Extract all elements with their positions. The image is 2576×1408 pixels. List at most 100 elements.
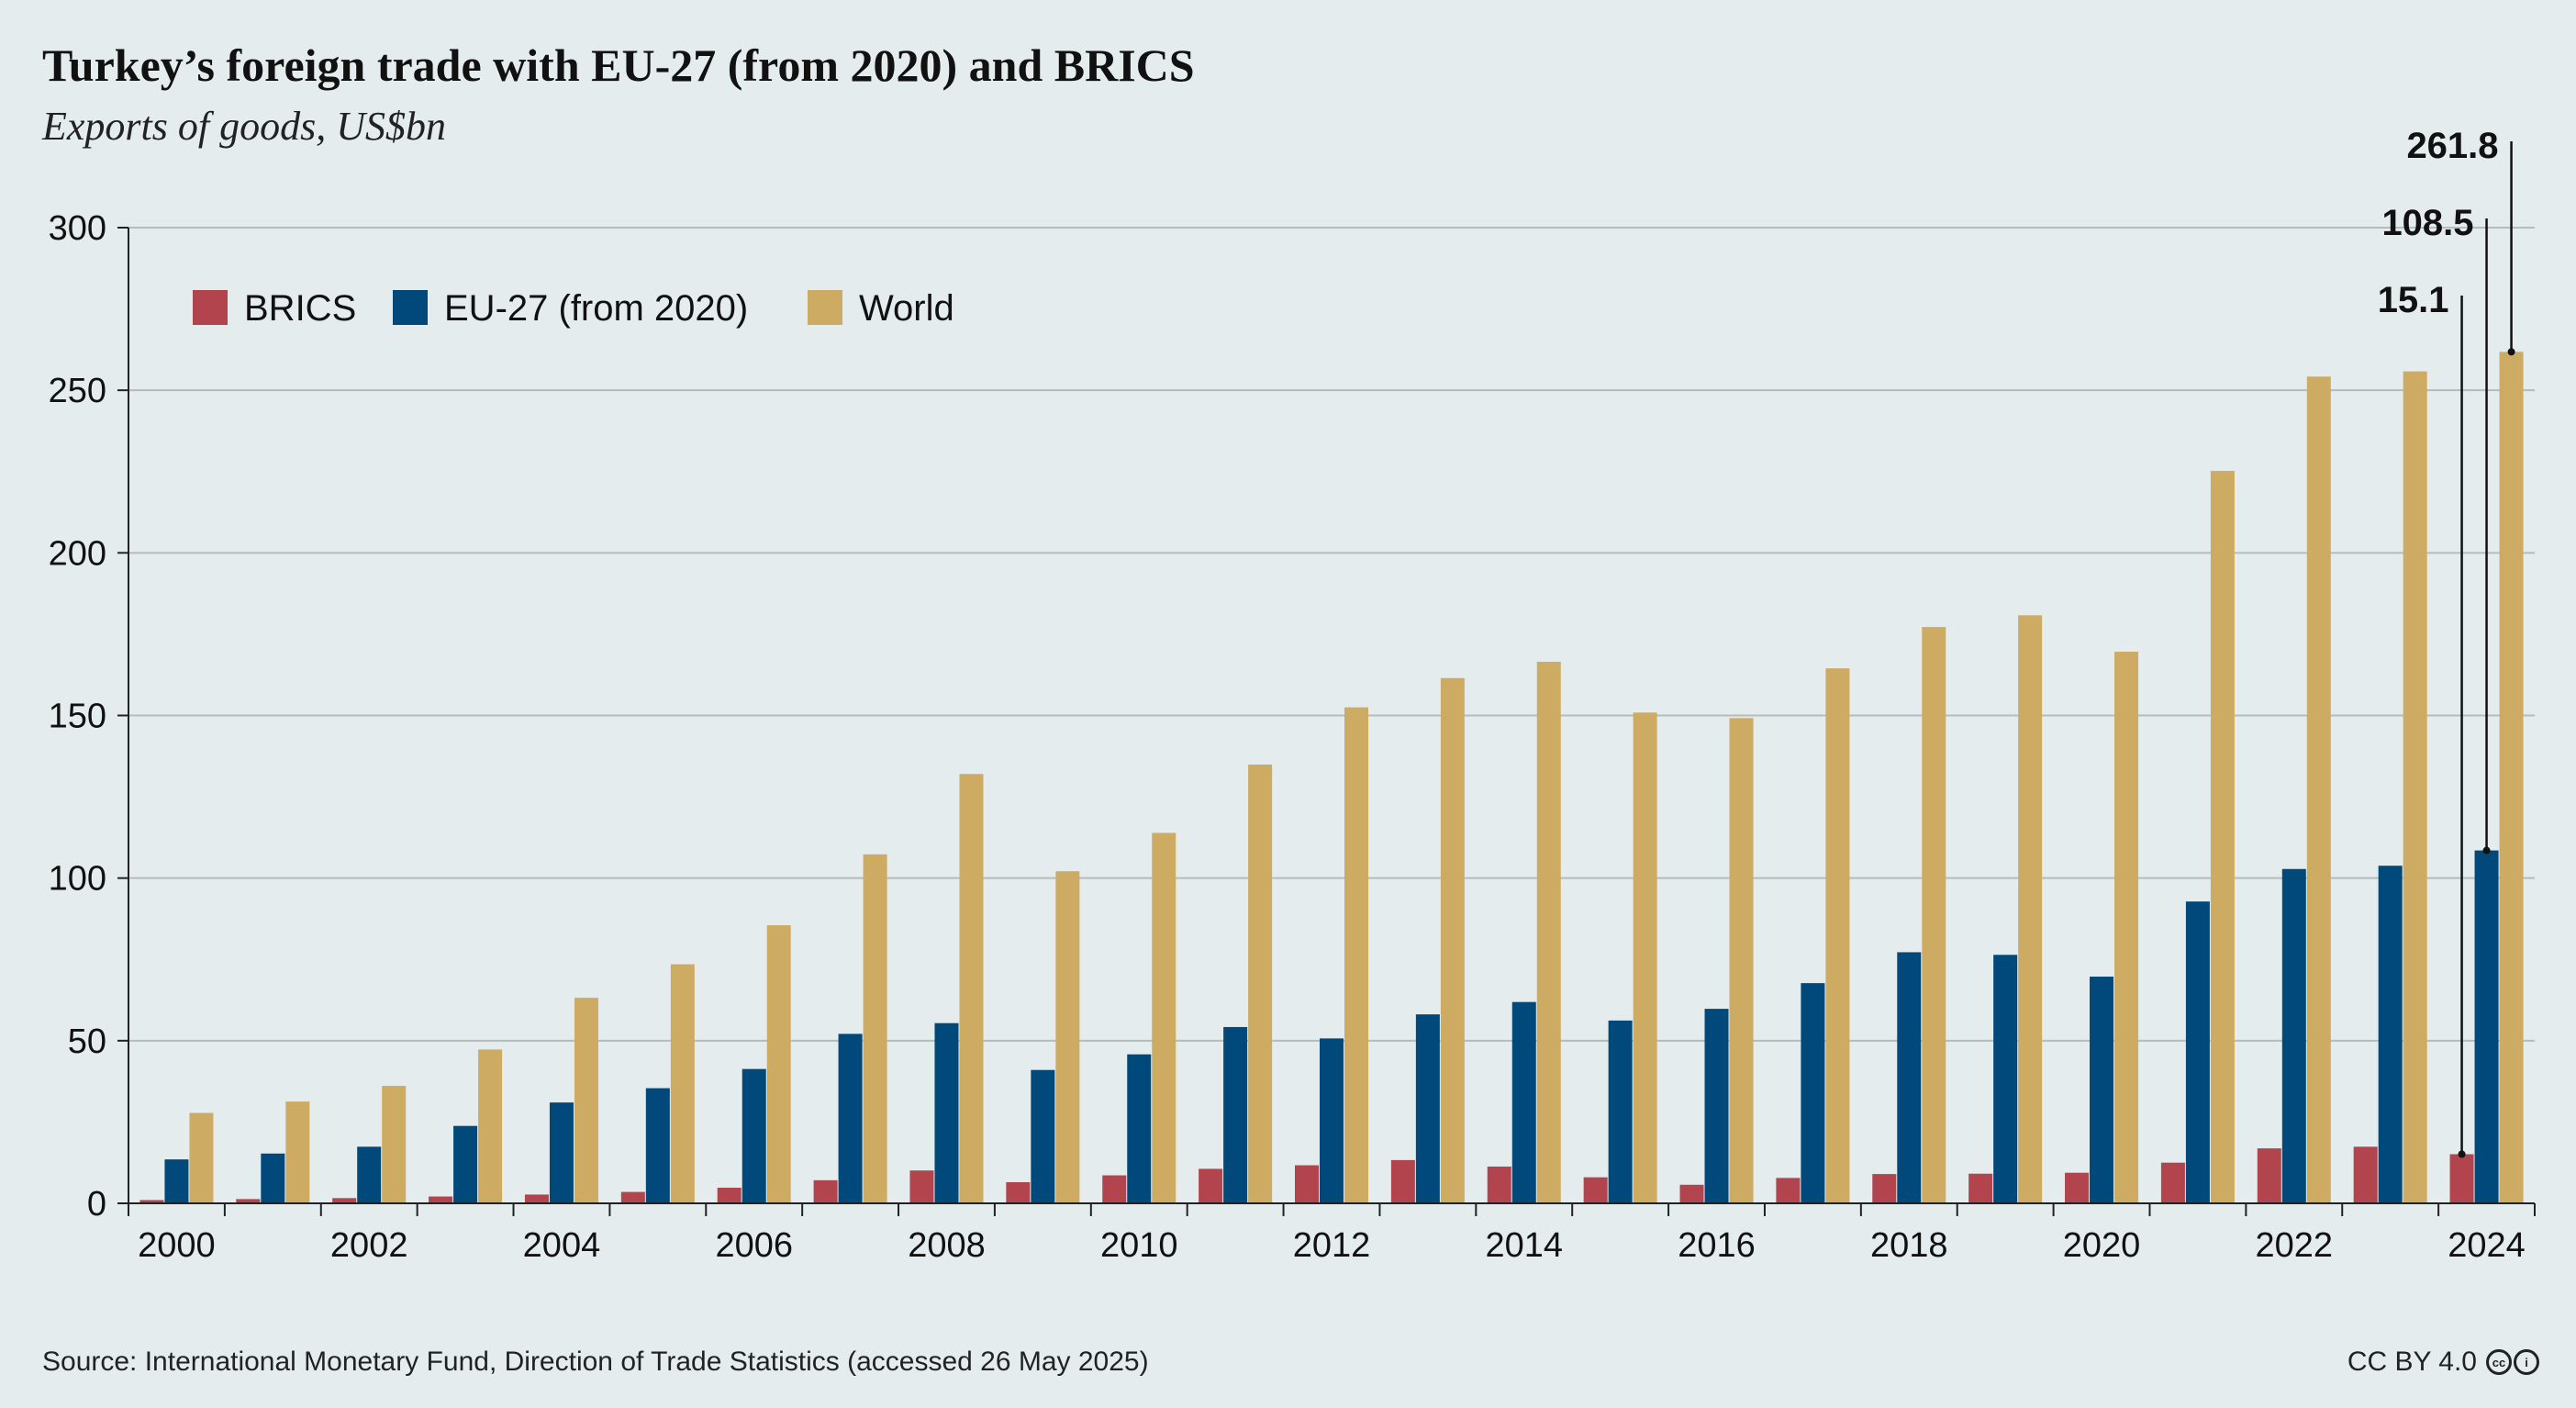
x-tick-label: 2012 (1293, 1226, 1371, 1265)
bar-eu-27-from-2020- (549, 1102, 574, 1203)
license: CC BY 4.0 cc i (2347, 1347, 2539, 1378)
x-tick-label: 2024 (2448, 1226, 2526, 1265)
bar-eu-27-from-2020- (2378, 866, 2403, 1203)
bar-eu-27-from-2020- (838, 1034, 863, 1203)
bar-world (2114, 652, 2139, 1203)
y-tick-label: 150 (49, 698, 106, 736)
bar-world (382, 1086, 407, 1203)
bar-brics (1390, 1159, 1415, 1203)
bar-brics (2065, 1172, 2090, 1203)
bar-world (2499, 352, 2524, 1203)
bar-eu-27-from-2020- (1897, 952, 1922, 1203)
y-tick-label: 50 (68, 1022, 106, 1061)
bar-world (1248, 765, 1273, 1203)
bar-brics (1583, 1177, 1608, 1203)
annotation-dot (2507, 348, 2515, 356)
y-tick-label: 200 (49, 534, 106, 573)
legend-swatch (193, 290, 228, 325)
bar-eu-27-from-2020- (1320, 1038, 1344, 1203)
x-tick-label: 2000 (138, 1226, 216, 1265)
legend-swatch (808, 290, 842, 325)
x-tick-label: 2008 (908, 1226, 986, 1265)
bar-world (574, 998, 598, 1203)
bar-brics (1968, 1173, 1993, 1203)
bar-brics (332, 1198, 357, 1203)
bar-world (766, 925, 791, 1203)
annotation-label: 261.8 (2406, 126, 2498, 166)
annotation-dot (2482, 846, 2491, 855)
bar-brics (620, 1191, 645, 1203)
source-note: Source: International Monetary Fund, Dir… (42, 1347, 1149, 1377)
bar-world (2306, 376, 2331, 1203)
bar-world (1152, 833, 1176, 1203)
bar-brics (909, 1170, 934, 1203)
legend-label: BRICS (244, 288, 356, 329)
bar-eu-27-from-2020- (1608, 1020, 1633, 1203)
bar-eu-27-from-2020- (1704, 1009, 1729, 1203)
bar-brics (139, 1200, 164, 1203)
by-icon: i (2514, 1349, 2539, 1375)
bar-world (478, 1049, 503, 1203)
bar-eu-27-from-2020- (1511, 1001, 1536, 1203)
bar-eu-27-from-2020- (2474, 850, 2499, 1203)
bar-eu-27-from-2020- (261, 1153, 285, 1203)
bar-world (1825, 668, 1850, 1203)
bar-world (1729, 718, 1754, 1203)
bar-eu-27-from-2020- (934, 1022, 959, 1203)
y-tick-label: 300 (49, 209, 106, 248)
bar-brics (2449, 1154, 2474, 1203)
annotation-label: 15.1 (2378, 280, 2449, 320)
bar-eu-27-from-2020- (453, 1125, 478, 1203)
annotation-dot (2458, 1150, 2466, 1158)
bar-world (285, 1101, 310, 1203)
x-tick-label: 2006 (715, 1226, 793, 1265)
bar-brics (1006, 1181, 1031, 1203)
bar-eu-27-from-2020- (1415, 1014, 1440, 1203)
bar-brics (1776, 1178, 1801, 1203)
y-tick-label: 100 (49, 860, 106, 899)
x-tick-label: 2016 (1678, 1226, 1756, 1265)
bar-world (670, 964, 695, 1203)
bar-world (2403, 371, 2427, 1203)
bar-eu-27-from-2020- (1801, 983, 1825, 1203)
bar-brics (1487, 1166, 1511, 1203)
bar-brics (2160, 1162, 2185, 1203)
bar-world (1633, 712, 1657, 1203)
bar-brics (236, 1199, 261, 1203)
bar-eu-27-from-2020- (2185, 901, 2210, 1203)
bar-brics (524, 1194, 549, 1203)
y-tick-label: 250 (49, 372, 106, 410)
bar-brics (429, 1196, 453, 1203)
bar-world (1536, 662, 1561, 1203)
bar-eu-27-from-2020- (2090, 977, 2114, 1203)
bar-brics (2353, 1146, 2378, 1203)
bar-brics (1199, 1168, 1223, 1203)
cc-by-icons: cc i (2486, 1349, 2539, 1375)
bar-world (2210, 471, 2235, 1203)
bar-eu-27-from-2020- (1993, 955, 2018, 1203)
x-tick-label: 2020 (2063, 1226, 2141, 1265)
bar-world (1344, 707, 1368, 1203)
legend-label: World (859, 288, 954, 329)
bar-brics (813, 1179, 838, 1203)
bar-eu-27-from-2020- (645, 1088, 670, 1203)
bar-eu-27-from-2020- (742, 1068, 766, 1203)
x-tick-label: 2022 (2256, 1226, 2334, 1265)
bar-eu-27-from-2020- (1031, 1069, 1055, 1203)
bar-brics (1102, 1175, 1127, 1203)
bar-world (959, 774, 984, 1203)
bar-brics (717, 1187, 742, 1203)
chart-title: Turkey’s foreign trade with EU-27 (from … (42, 39, 1195, 91)
bar-eu-27-from-2020- (1223, 1026, 1248, 1203)
bar-brics (1295, 1165, 1319, 1203)
x-tick-label: 2014 (1485, 1226, 1563, 1265)
bar-eu-27-from-2020- (357, 1146, 382, 1203)
x-tick-label: 2018 (1870, 1226, 1948, 1265)
legend-label: EU-27 (from 2020) (444, 288, 748, 329)
license-text: CC BY 4.0 (2347, 1347, 2477, 1377)
bar-eu-27-from-2020- (1127, 1054, 1152, 1203)
legend-swatch (393, 290, 428, 325)
x-tick-label: 2010 (1100, 1226, 1178, 1265)
bar-brics (1679, 1184, 1704, 1203)
